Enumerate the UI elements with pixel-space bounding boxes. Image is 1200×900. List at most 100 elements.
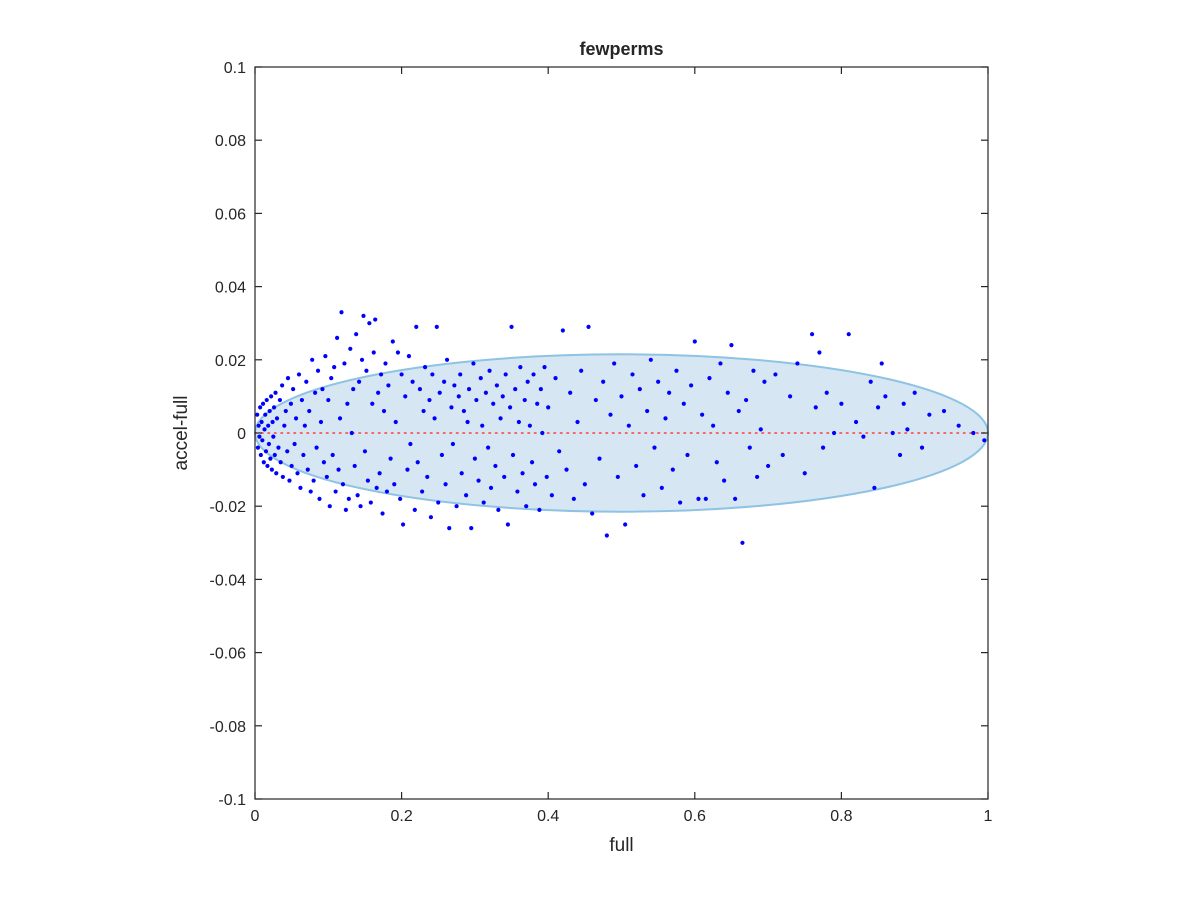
data-point xyxy=(452,383,457,388)
data-point xyxy=(266,441,272,447)
data-point xyxy=(268,456,273,461)
data-point xyxy=(261,460,266,465)
data-point xyxy=(256,423,261,428)
data-point xyxy=(305,467,310,472)
data-point xyxy=(373,317,378,322)
data-point xyxy=(480,423,485,428)
data-point xyxy=(872,485,877,490)
data-point xyxy=(333,489,338,494)
data-point xyxy=(283,408,288,414)
data-point xyxy=(817,350,822,355)
data-point xyxy=(323,354,328,359)
data-point xyxy=(276,445,281,450)
data-point xyxy=(971,430,976,436)
data-point xyxy=(330,452,335,458)
data-point xyxy=(604,533,609,538)
data-point xyxy=(295,471,300,476)
data-point xyxy=(415,460,420,465)
data-point xyxy=(689,383,694,388)
data-point xyxy=(513,386,518,392)
data-point xyxy=(575,419,580,425)
data-point xyxy=(820,445,826,450)
data-point xyxy=(289,463,294,469)
data-point xyxy=(579,368,584,373)
data-point xyxy=(733,496,738,501)
data-point xyxy=(674,368,679,373)
y-axis-label: accel-full xyxy=(171,396,192,471)
data-point xyxy=(320,386,325,392)
data-point xyxy=(427,397,432,403)
data-point xyxy=(386,383,391,388)
data-point xyxy=(496,507,501,512)
data-point xyxy=(346,496,351,501)
data-point xyxy=(590,511,595,516)
data-point xyxy=(612,361,617,366)
data-point xyxy=(432,416,437,421)
data-point xyxy=(327,504,332,509)
data-point xyxy=(623,522,628,527)
data-point xyxy=(313,390,318,395)
data-point xyxy=(744,397,749,403)
data-point xyxy=(380,511,385,516)
data-point xyxy=(447,526,452,531)
data-point xyxy=(269,467,274,472)
data-point xyxy=(362,449,368,454)
data-point xyxy=(532,482,538,487)
data-point xyxy=(540,430,545,436)
data-point xyxy=(465,419,470,425)
data-point xyxy=(430,372,435,377)
data-point xyxy=(439,452,445,458)
data-point xyxy=(349,430,354,436)
data-point xyxy=(449,405,454,410)
data-point xyxy=(264,397,269,403)
data-point xyxy=(531,372,536,377)
data-point xyxy=(355,493,360,498)
data-point xyxy=(846,332,851,337)
data-point xyxy=(919,445,925,450)
data-point xyxy=(529,460,535,465)
data-point xyxy=(287,478,292,483)
data-point xyxy=(912,390,917,395)
data-point xyxy=(265,463,270,469)
data-point xyxy=(311,478,316,483)
data-point xyxy=(270,419,275,425)
data-point xyxy=(348,346,353,351)
data-point xyxy=(443,482,448,487)
data-point xyxy=(571,496,576,501)
data-point xyxy=(403,394,408,399)
data-point xyxy=(809,332,815,337)
data-point xyxy=(879,361,884,366)
data-point xyxy=(339,310,344,315)
y-tick-label: -0.1 xyxy=(218,792,246,809)
data-point xyxy=(711,423,716,428)
data-point xyxy=(747,445,752,450)
data-point xyxy=(839,401,844,406)
data-point xyxy=(310,357,315,362)
data-point xyxy=(525,379,530,384)
data-point xyxy=(509,324,514,329)
data-point xyxy=(288,401,294,406)
data-point xyxy=(634,463,639,469)
data-point xyxy=(707,376,712,381)
data-point xyxy=(374,485,379,490)
data-point xyxy=(351,386,356,392)
data-point xyxy=(342,361,347,366)
data-point xyxy=(500,394,505,399)
data-point xyxy=(608,412,613,417)
data-point xyxy=(667,390,672,395)
data-point xyxy=(273,390,278,395)
ticks-layer xyxy=(254,66,989,800)
data-point xyxy=(277,397,283,403)
data-point xyxy=(406,354,412,359)
data-point xyxy=(549,493,554,498)
data-point xyxy=(308,489,313,494)
data-point xyxy=(383,361,388,366)
data-point xyxy=(956,423,961,428)
data-point xyxy=(544,474,549,480)
data-point xyxy=(364,368,369,373)
y-tick-label: 0.04 xyxy=(215,280,246,297)
data-point xyxy=(271,405,277,410)
y-tick-label: -0.04 xyxy=(210,572,247,589)
data-point xyxy=(692,339,697,344)
